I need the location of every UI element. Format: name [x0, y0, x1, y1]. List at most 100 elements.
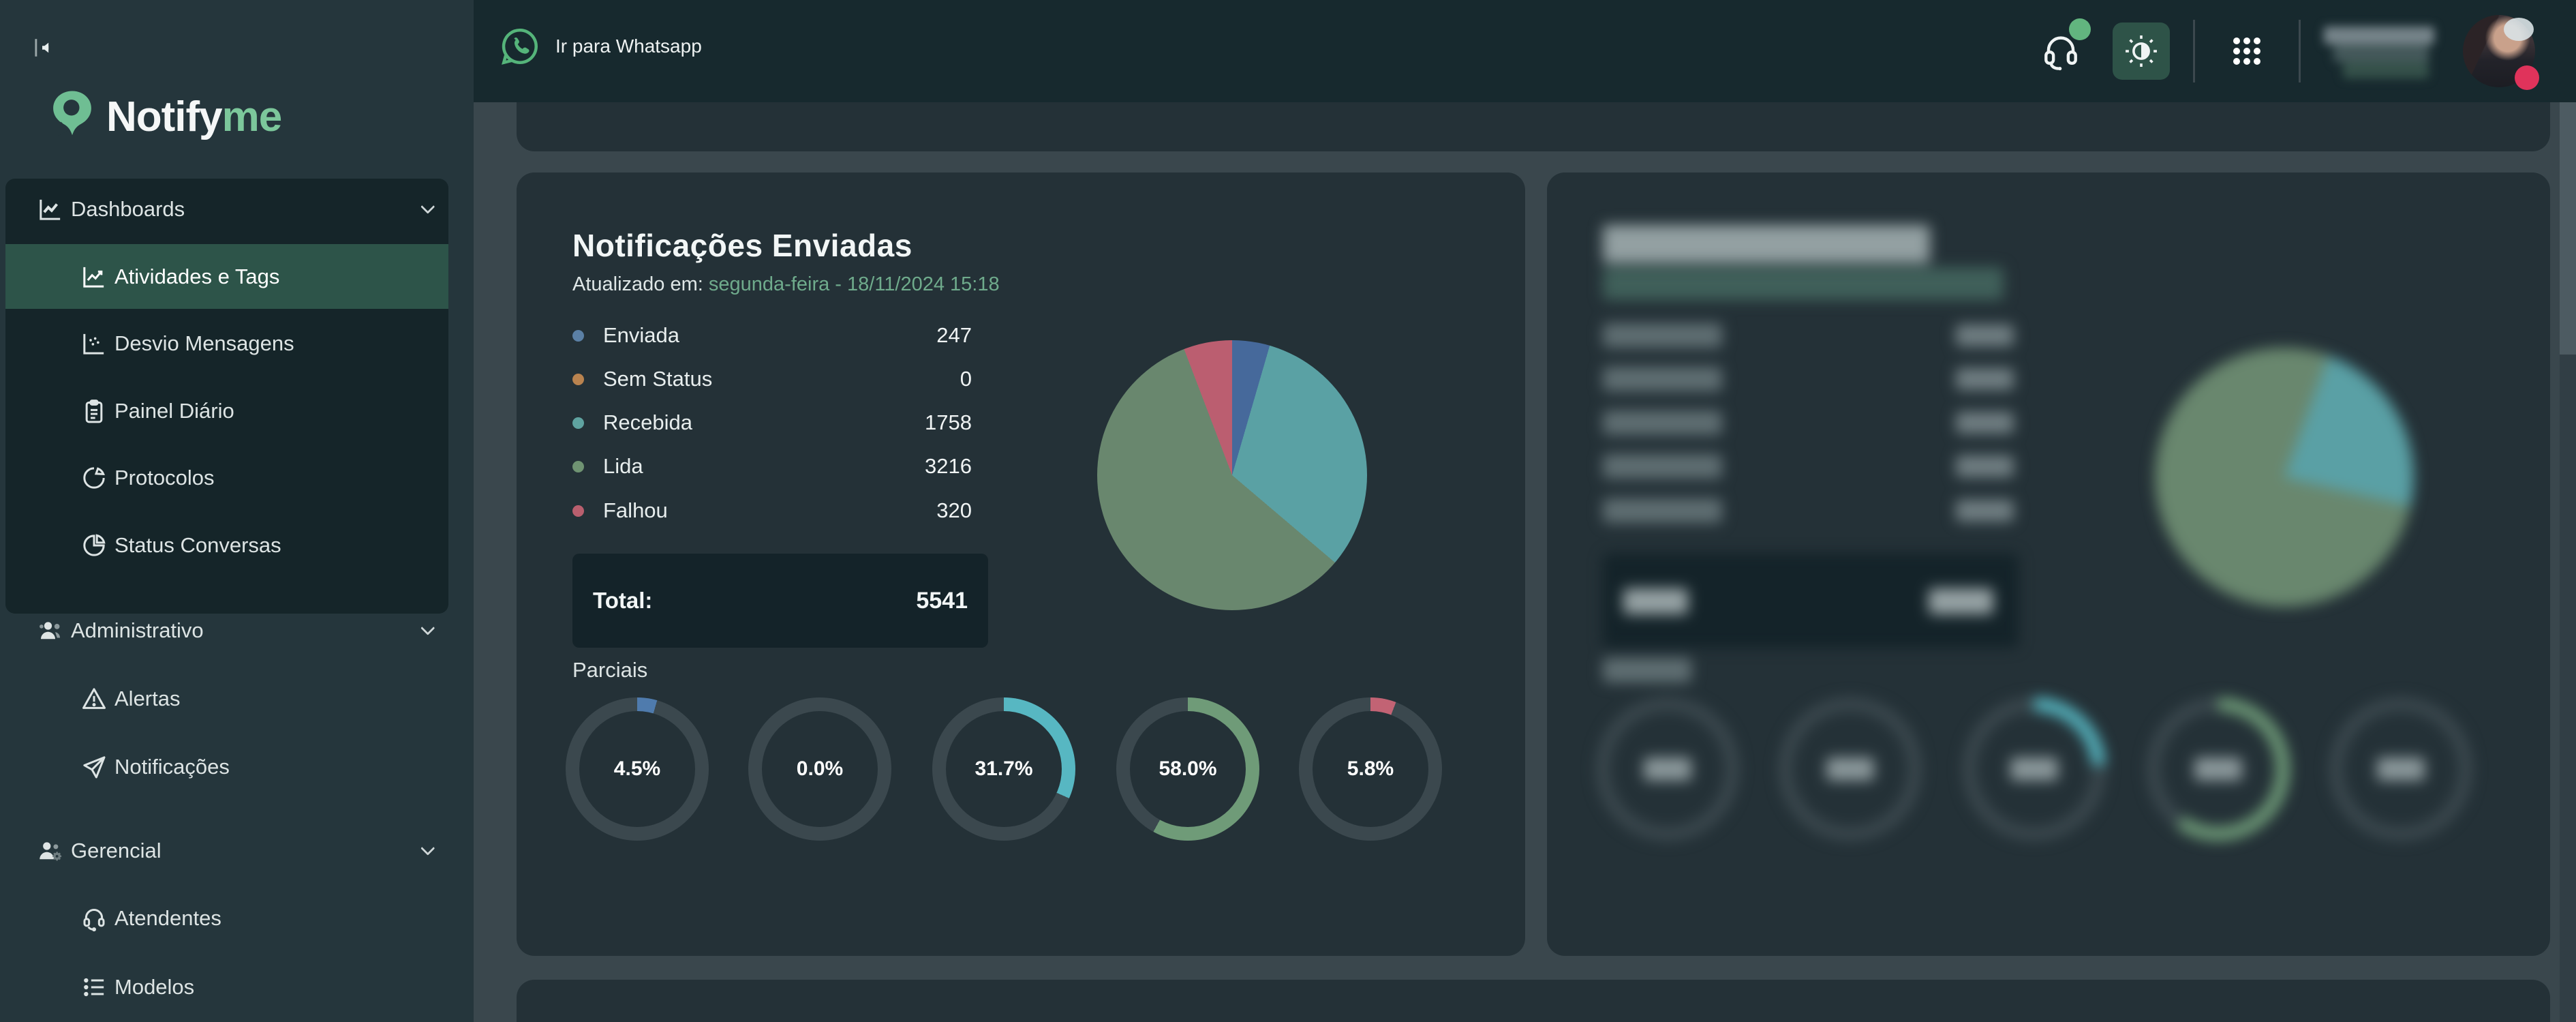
whatsapp-link[interactable]: Ir para Whatsapp: [500, 26, 702, 67]
apps-grid-button[interactable]: [2218, 22, 2275, 80]
sidebar-group-gerencial[interactable]: Gerencial: [5, 822, 448, 880]
redacted-parciais-label: [1603, 658, 1691, 682]
sidebar-item-label: Modelos: [114, 975, 195, 999]
redacted-title: [1603, 225, 1930, 263]
paper-plane-icon: [79, 753, 109, 781]
legend-value: 247: [936, 323, 972, 347]
gauge-hole: [762, 711, 878, 827]
updated-prefix: Atualizado em:: [572, 273, 709, 295]
redacted-legend-label: [1603, 367, 1722, 391]
card-title: Notificações Enviadas: [572, 228, 913, 263]
sidebar: Notifyme Dashboards Atividades e Tags De…: [0, 0, 474, 1022]
clipboard-icon: [79, 397, 109, 425]
legend-label: Enviada: [603, 323, 680, 347]
legend-label: Sem Status: [603, 367, 713, 391]
legend-row-falhou: Falhou 320: [572, 497, 972, 524]
redacted-gauge: [2329, 697, 2472, 841]
users-icon: [35, 616, 65, 645]
total-label: Total:: [593, 588, 653, 613]
total-box: Total: 5541: [572, 554, 988, 648]
legend-value: 3216: [925, 454, 972, 478]
avatar[interactable]: [2463, 15, 2539, 90]
sidebar-item-alertas[interactable]: Alertas: [5, 670, 448, 728]
app-logo[interactable]: Notifyme: [48, 87, 282, 146]
redacted-legend-label: [1603, 323, 1722, 348]
chevron-down-icon: [420, 620, 435, 635]
headset-icon: [79, 905, 109, 932]
sidebar-item-label: Atendentes: [114, 906, 221, 930]
card-below-partial: [517, 980, 2550, 1022]
legend-label: Lida: [603, 454, 643, 478]
scrollbar-thumb[interactable]: [2560, 102, 2576, 355]
sidebar-item-atividades-e-tags[interactable]: Atividades e Tags: [5, 244, 448, 309]
legend-label: Recebida: [603, 410, 692, 434]
sidebar-group-label: Administrativo: [71, 618, 204, 642]
card-above-partial: [517, 102, 2550, 151]
redacted-legend-label: [1603, 454, 1722, 479]
sidebar-item-protocolos[interactable]: Protocolos: [5, 449, 448, 507]
redacted-total-value: [1929, 588, 1993, 614]
legend-value: 320: [936, 498, 972, 522]
whatsapp-icon: [500, 26, 540, 67]
gauge-value: 4.5%: [613, 757, 661, 780]
sidebar-item-painel-diario[interactable]: Painel Diário: [5, 382, 448, 440]
redacted-total-label: [1623, 588, 1688, 614]
legend-dot: [572, 329, 584, 342]
total-value: 5541: [916, 587, 968, 614]
legend-label: Falhou: [603, 498, 668, 522]
redacted-gauge: [2147, 697, 2290, 841]
sidebar-item-notificacoes[interactable]: Notificações: [5, 738, 448, 796]
redacted-legend-value: [1956, 455, 2014, 477]
legend-dot: [572, 417, 584, 429]
sidebar-group-administrativo[interactable]: Administrativo: [5, 601, 448, 660]
sidebar-item-label: Status Conversas: [114, 533, 281, 557]
topbar-divider: [2299, 20, 2301, 82]
gauge-falhou: 5.8%: [1299, 697, 1442, 841]
legend-row-sem-status: Sem Status 0: [572, 365, 972, 393]
gauge-lida: 58.0%: [1116, 697, 1259, 841]
whatsapp-link-label: Ir para Whatsapp: [555, 35, 702, 57]
gauge-value: 31.7%: [975, 757, 1033, 780]
scatter-chart-icon: [79, 330, 109, 357]
sidebar-item-label: Painel Diário: [114, 399, 234, 423]
support-headset-button[interactable]: [2032, 18, 2091, 80]
sidebar-item-modelos[interactable]: Modelos: [5, 958, 448, 1017]
redacted-legend-label: [1603, 410, 1722, 435]
legend-value: 1758: [925, 410, 972, 434]
redacted-pie-chart: [2155, 348, 2414, 607]
redacted-legend-value: [1956, 412, 2014, 434]
redacted-card: [1547, 172, 2550, 956]
gauge-enviada: 4.5%: [566, 697, 709, 841]
sidebar-item-label: Protocolos: [114, 466, 215, 490]
redacted-updated-at: [1603, 267, 2004, 300]
sidebar-item-desvio-mensagens[interactable]: Desvio Mensagens: [5, 314, 448, 373]
logo-text: Notifyme: [106, 93, 282, 140]
legend-row-lida: Lida 3216: [572, 453, 972, 480]
pie-chart-icon: [79, 464, 109, 492]
card-updated-at: Atualizado em: segunda-feira - 18/11/202…: [572, 273, 1000, 296]
pie-chart: [1097, 340, 1367, 610]
sidebar-item-status-conversas[interactable]: Status Conversas: [5, 516, 448, 575]
chart-line-icon: [35, 196, 65, 223]
sidebar-collapse-icon[interactable]: [27, 33, 57, 63]
pie-chart-icon: [79, 532, 109, 559]
theme-toggle-button[interactable]: [2113, 22, 2170, 80]
scrollbar-track[interactable]: [2560, 102, 2576, 1022]
sidebar-dashboards-panel: Dashboards Atividades e Tags Desvio Mens…: [5, 179, 448, 614]
redacted-gauge: [1963, 697, 2106, 841]
chart-line-icon: [79, 263, 109, 290]
gauge-hole: [579, 711, 695, 827]
sidebar-group-label: Dashboards: [71, 197, 185, 221]
redacted-gauge: [1596, 697, 1739, 841]
sidebar-group-dashboards[interactable]: Dashboards: [5, 180, 448, 239]
gauge-sem-status: 0.0%: [748, 697, 891, 841]
sidebar-item-atendentes[interactable]: Atendentes: [5, 889, 448, 948]
redacted-gauge: [1779, 697, 1922, 841]
chevron-down-icon: [420, 841, 435, 856]
legend-row-enviada: Enviada 247: [572, 322, 972, 349]
redacted-card-content: [1547, 172, 2550, 956]
topbar-divider: [2193, 20, 2195, 82]
gauge-value: 0.0%: [796, 757, 844, 780]
gauge-hole: [1130, 711, 1246, 827]
redacted-legend-label: [1603, 498, 1722, 523]
